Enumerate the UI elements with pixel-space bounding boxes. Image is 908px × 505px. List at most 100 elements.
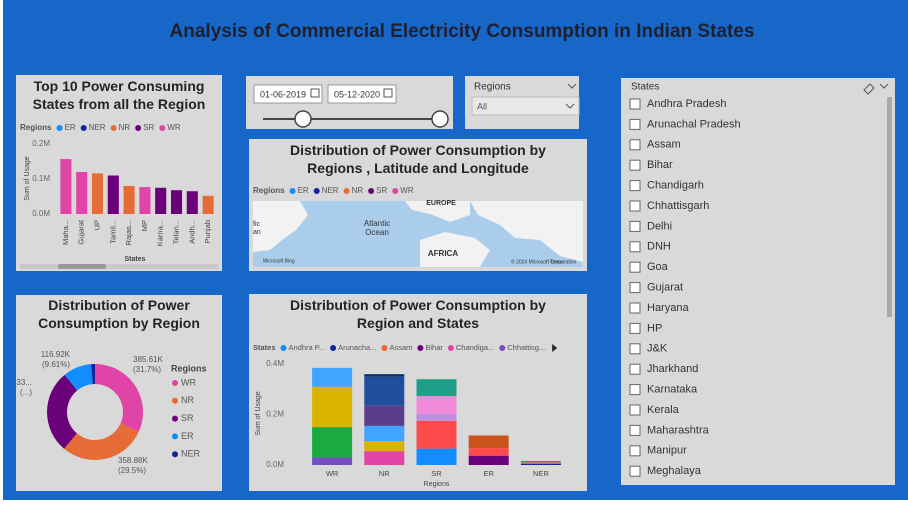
checkbox[interactable] (629, 180, 641, 192)
checkbox[interactable] (629, 118, 641, 130)
x-tick-label: UP (92, 220, 101, 230)
bar (139, 187, 151, 214)
legend-label: Chhattisg... (507, 343, 545, 352)
legend-marker (172, 380, 178, 386)
calendar-icon (383, 88, 393, 98)
bar-segment (520, 460, 561, 463)
checkbox[interactable] (629, 282, 641, 294)
bar-segment (312, 427, 353, 458)
checkbox[interactable] (629, 363, 641, 375)
data-label: 33... (16, 378, 32, 387)
data-label: (...) (20, 388, 32, 397)
map-label: fic (253, 221, 261, 228)
legend-title: Regions (253, 186, 285, 195)
state-option: Gujarat (647, 282, 683, 294)
legend-marker (417, 345, 424, 351)
legend-label: ER (181, 431, 194, 441)
legend-label: ER (65, 123, 76, 132)
checkbox[interactable] (629, 220, 641, 232)
data-label: (29.5%) (118, 466, 146, 475)
legend-label: ER (298, 186, 309, 195)
x-axis-title: States (124, 256, 145, 263)
date-start: 01-06-2019 (260, 89, 306, 99)
legend-label: Chandiga... (456, 343, 494, 352)
bar (107, 175, 119, 214)
map-label: EUROPE (426, 200, 456, 207)
x-tick-label: NR (379, 469, 390, 478)
checkbox[interactable] (629, 261, 641, 273)
bar-segment (416, 420, 457, 449)
checkbox[interactable] (629, 384, 641, 396)
land (253, 201, 308, 252)
legend-label: NER (89, 123, 106, 132)
state-option: Delhi (647, 220, 672, 232)
state-option: Haryana (647, 302, 689, 314)
map-label: Ocean (365, 228, 389, 237)
dropdown[interactable] (471, 96, 580, 116)
date-end: 05-12-2020 (334, 89, 380, 99)
legend-label: WR (167, 123, 181, 132)
date-input[interactable] (253, 84, 323, 104)
legend-title: Regions (20, 123, 52, 132)
slider-handle[interactable] (431, 110, 449, 128)
legend-marker (289, 188, 296, 194)
checkbox[interactable] (629, 343, 641, 355)
legend-marker (499, 345, 506, 351)
y-tick-label: 0.1M (32, 174, 50, 183)
chevron (879, 83, 889, 89)
map-label: Atlantic (364, 219, 390, 228)
chart-title: Distribution of Power Consumption by Reg… (38, 297, 200, 331)
scrollbar[interactable] (58, 264, 106, 269)
state-option: Karnataka (647, 384, 698, 396)
x-tick-label: Rajas... (124, 220, 133, 245)
donut-slice (64, 364, 93, 391)
bar (60, 159, 72, 214)
state-option: Chhattisgarh (647, 200, 709, 212)
checkbox[interactable] (629, 139, 641, 151)
slicer-label: Regions (474, 82, 511, 93)
x-tick-label: MP (140, 220, 149, 231)
state-option: Maharashtra (647, 424, 710, 436)
eraser-icon[interactable] (863, 83, 875, 95)
checkbox[interactable] (629, 302, 641, 314)
state-option: Manipur (647, 445, 687, 457)
legend-marker (381, 345, 388, 351)
legend-label: Andhra P... (289, 343, 326, 352)
x-tick-label: Tamil... (108, 220, 117, 244)
y-tick-label: 0.0M (266, 460, 284, 469)
checkbox[interactable] (629, 404, 641, 416)
legend-label: WR (400, 186, 414, 195)
checkbox[interactable] (629, 424, 641, 436)
checkbox[interactable] (629, 159, 641, 171)
legend-label: NR (352, 186, 364, 195)
checkbox[interactable] (629, 98, 641, 110)
legend-label: Assam (389, 343, 412, 352)
checkbox[interactable] (629, 465, 641, 477)
panel (16, 75, 222, 271)
chevron (565, 103, 575, 109)
date-input[interactable] (327, 84, 397, 104)
bar (123, 186, 135, 214)
data-label: (31.7%) (133, 365, 161, 374)
legend-label: NR (181, 395, 194, 405)
legend-marker (56, 125, 63, 131)
data-label: 358.88K (118, 456, 148, 465)
legend-label: WR (181, 377, 196, 387)
state-option: Meghalaya (647, 465, 702, 477)
legend-label: NER (181, 449, 201, 459)
checkbox[interactable] (629, 200, 641, 212)
scroll-track (20, 264, 218, 269)
checkbox[interactable] (629, 241, 641, 253)
legend-label: Bihar (425, 343, 443, 352)
legend-marker (110, 125, 117, 131)
bar-segment (312, 367, 353, 387)
state-option: Bihar (647, 159, 673, 171)
bar-segment (416, 448, 457, 465)
checkbox[interactable] (629, 445, 641, 457)
donut-slice (91, 364, 95, 385)
bar (170, 190, 183, 214)
scrollbar[interactable] (887, 97, 892, 317)
slider-handle[interactable] (294, 110, 312, 128)
checkbox[interactable] (629, 322, 641, 334)
